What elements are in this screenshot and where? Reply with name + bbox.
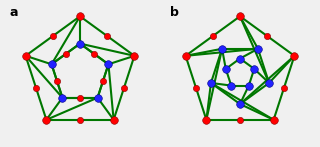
Text: a: a [10,6,18,19]
Text: b: b [170,6,179,19]
